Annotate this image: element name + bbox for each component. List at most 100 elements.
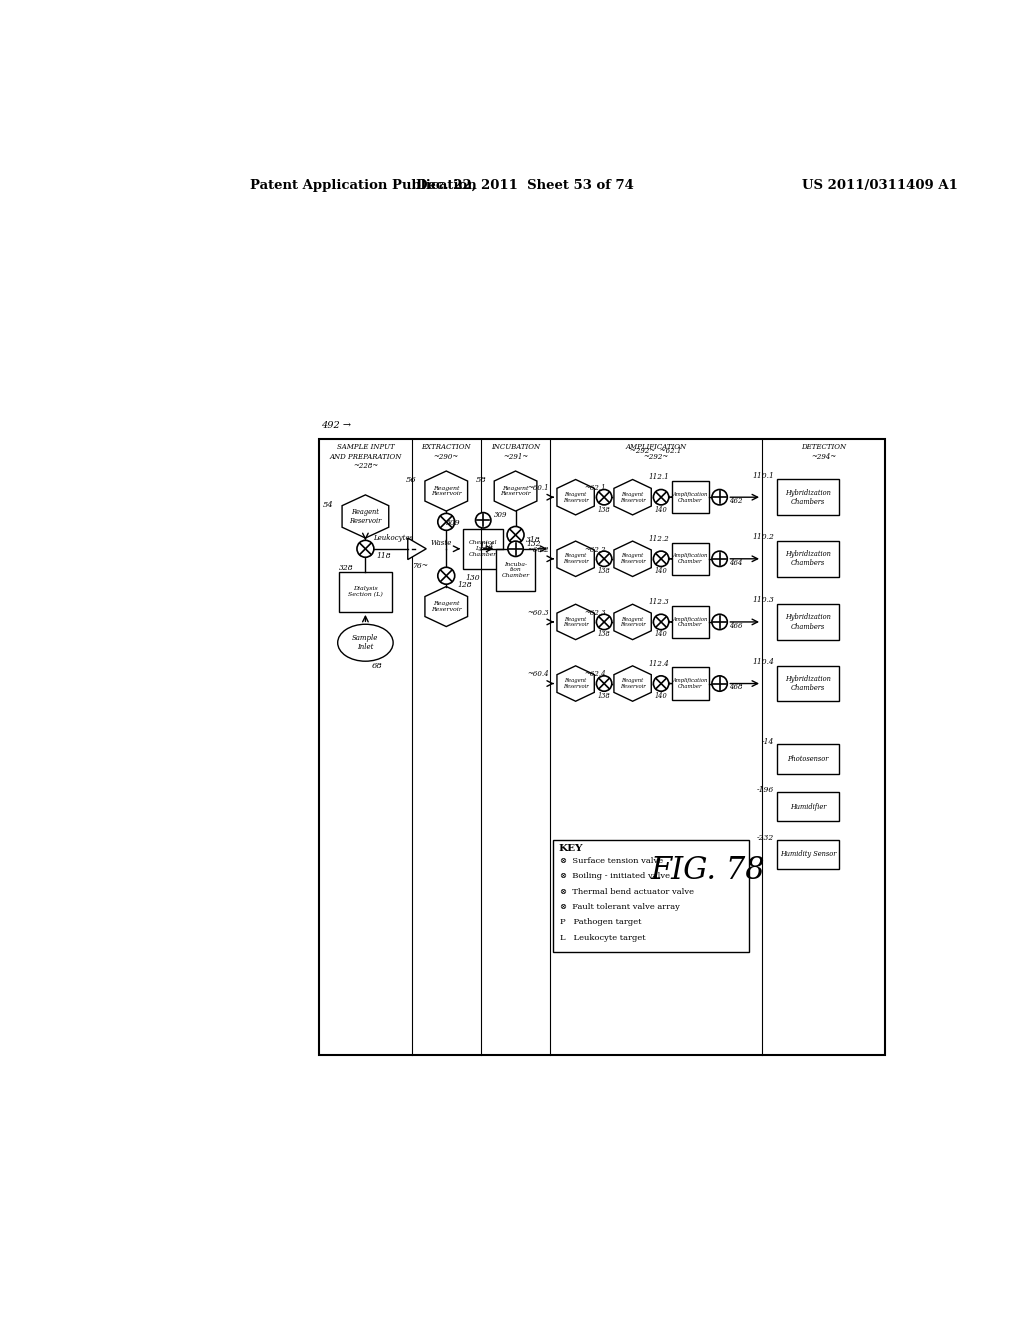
FancyBboxPatch shape [463, 529, 503, 569]
Text: 140: 140 [654, 630, 668, 639]
Text: Reagent
Reservoir: Reagent Reservoir [563, 553, 589, 564]
Circle shape [357, 540, 374, 557]
Text: US 2011/0311409 A1: US 2011/0311409 A1 [802, 180, 957, 193]
Text: 112.3: 112.3 [649, 598, 670, 606]
FancyBboxPatch shape [672, 606, 709, 638]
Polygon shape [408, 539, 426, 560]
Text: P   Pathogen target: P Pathogen target [560, 919, 642, 927]
Text: INCUBATION
~291~: INCUBATION ~291~ [490, 444, 540, 461]
Text: Hybridization
Chambers: Hybridization Chambers [785, 550, 831, 568]
Text: L   Leukocyte target: L Leukocyte target [560, 933, 646, 941]
Text: ~62.3: ~62.3 [584, 609, 605, 616]
Text: 110.3: 110.3 [753, 597, 774, 605]
FancyBboxPatch shape [497, 549, 535, 591]
FancyBboxPatch shape [319, 440, 885, 1056]
Text: Dec. 22, 2011  Sheet 53 of 74: Dec. 22, 2011 Sheet 53 of 74 [416, 180, 634, 193]
Polygon shape [614, 541, 651, 577]
Text: 114: 114 [479, 543, 494, 550]
Text: Hybridization
Chambers: Hybridization Chambers [785, 488, 831, 506]
Text: 138: 138 [598, 630, 610, 639]
Text: Amplification
Chamber: Amplification Chamber [673, 678, 708, 689]
Text: ~60.1: ~60.1 [527, 484, 549, 492]
Text: Hybridization
Chambers: Hybridization Chambers [785, 614, 831, 631]
Text: Dialysis
Section (L): Dialysis Section (L) [348, 586, 383, 598]
FancyBboxPatch shape [553, 840, 749, 952]
Text: 110.2: 110.2 [753, 533, 774, 541]
Polygon shape [614, 479, 651, 515]
Polygon shape [557, 665, 594, 701]
Text: AMPLIFICATION
~292~: AMPLIFICATION ~292~ [626, 444, 687, 461]
Text: 309: 309 [446, 519, 461, 527]
Text: -14: -14 [762, 738, 774, 746]
Text: 58: 58 [475, 477, 486, 484]
Text: Sample
Inlet: Sample Inlet [352, 634, 379, 651]
Text: Reagent
Reservoir: Reagent Reservoir [349, 508, 382, 525]
FancyBboxPatch shape [777, 840, 839, 869]
Text: 112.2: 112.2 [649, 535, 670, 543]
Text: Reagent
Reservoir: Reagent Reservoir [620, 678, 645, 689]
Text: Reagent
Reservoir: Reagent Reservoir [431, 486, 462, 496]
Text: Reagent
Reservoir: Reagent Reservoir [620, 553, 645, 564]
Text: ⊗  Fault tolerant valve array: ⊗ Fault tolerant valve array [560, 903, 680, 911]
Text: ⊗  Surface tension valve: ⊗ Surface tension valve [560, 857, 664, 865]
Text: KEY: KEY [559, 843, 584, 853]
Circle shape [712, 490, 727, 506]
Text: ~62.1: ~62.1 [584, 484, 605, 492]
Text: Hybridization
Chambers: Hybridization Chambers [785, 675, 831, 692]
Ellipse shape [338, 624, 393, 661]
Text: 112.4: 112.4 [649, 660, 670, 668]
Circle shape [438, 568, 455, 585]
FancyBboxPatch shape [777, 792, 839, 821]
Text: 110.4: 110.4 [753, 657, 774, 667]
Polygon shape [557, 479, 594, 515]
Text: EXTRACTION
~290~: EXTRACTION ~290~ [422, 444, 471, 461]
Text: 112.1: 112.1 [649, 473, 670, 482]
Circle shape [712, 614, 727, 630]
Text: Reagent
Reservoir: Reagent Reservoir [620, 616, 645, 627]
Text: 468: 468 [729, 684, 742, 692]
Text: Waste: Waste [431, 539, 453, 546]
Text: ⊗  Thermal bend actuator valve: ⊗ Thermal bend actuator valve [560, 887, 694, 895]
Circle shape [507, 527, 524, 544]
Text: 138: 138 [598, 692, 610, 700]
Text: Leukocytes: Leukocytes [373, 535, 413, 543]
FancyBboxPatch shape [777, 541, 839, 577]
Text: 110.1: 110.1 [753, 471, 774, 479]
Text: Reagent
Reservoir: Reagent Reservoir [500, 486, 530, 496]
Text: Reagent
Reservoir: Reagent Reservoir [431, 601, 462, 612]
Text: Chemical
Lysis
Chamber: Chemical Lysis Chamber [469, 540, 498, 557]
Text: 462: 462 [729, 498, 742, 506]
Text: Reagent
Reservoir: Reagent Reservoir [563, 678, 589, 689]
Text: 140: 140 [654, 506, 668, 513]
Text: ~62.2: ~62.2 [584, 545, 605, 553]
Text: FIG. 78: FIG. 78 [650, 855, 765, 886]
Text: 130: 130 [466, 574, 480, 582]
Circle shape [712, 552, 727, 566]
Text: Incuba-
tion
Chamber: Incuba- tion Chamber [502, 562, 529, 578]
Text: Patent Application Publication: Patent Application Publication [250, 180, 476, 193]
Text: Reagent
Reservoir: Reagent Reservoir [563, 492, 589, 503]
Text: 118: 118 [376, 553, 391, 561]
Text: 56: 56 [407, 477, 417, 484]
Text: Humidifier: Humidifier [790, 803, 826, 810]
Circle shape [596, 614, 611, 630]
Text: Photosensor: Photosensor [787, 755, 828, 763]
FancyBboxPatch shape [672, 543, 709, 576]
Polygon shape [425, 471, 468, 511]
Text: 140: 140 [654, 692, 668, 700]
Circle shape [653, 676, 669, 692]
Text: 138: 138 [598, 568, 610, 576]
Circle shape [596, 490, 611, 506]
FancyBboxPatch shape [339, 572, 391, 612]
Text: ⊗  Boiling - initiated valve: ⊗ Boiling - initiated valve [560, 873, 671, 880]
Text: Reagent
Reservoir: Reagent Reservoir [620, 492, 645, 503]
Text: 128: 128 [457, 581, 472, 589]
FancyBboxPatch shape [777, 665, 839, 701]
Polygon shape [342, 495, 389, 539]
Text: 132: 132 [526, 540, 541, 548]
Text: SAMPLE INPUT
AND PREPARATION
~228~: SAMPLE INPUT AND PREPARATION ~228~ [330, 444, 401, 470]
Text: Amplification
Chamber: Amplification Chamber [673, 492, 708, 503]
Circle shape [712, 676, 727, 692]
Text: -196: -196 [757, 785, 774, 793]
Circle shape [596, 676, 611, 692]
